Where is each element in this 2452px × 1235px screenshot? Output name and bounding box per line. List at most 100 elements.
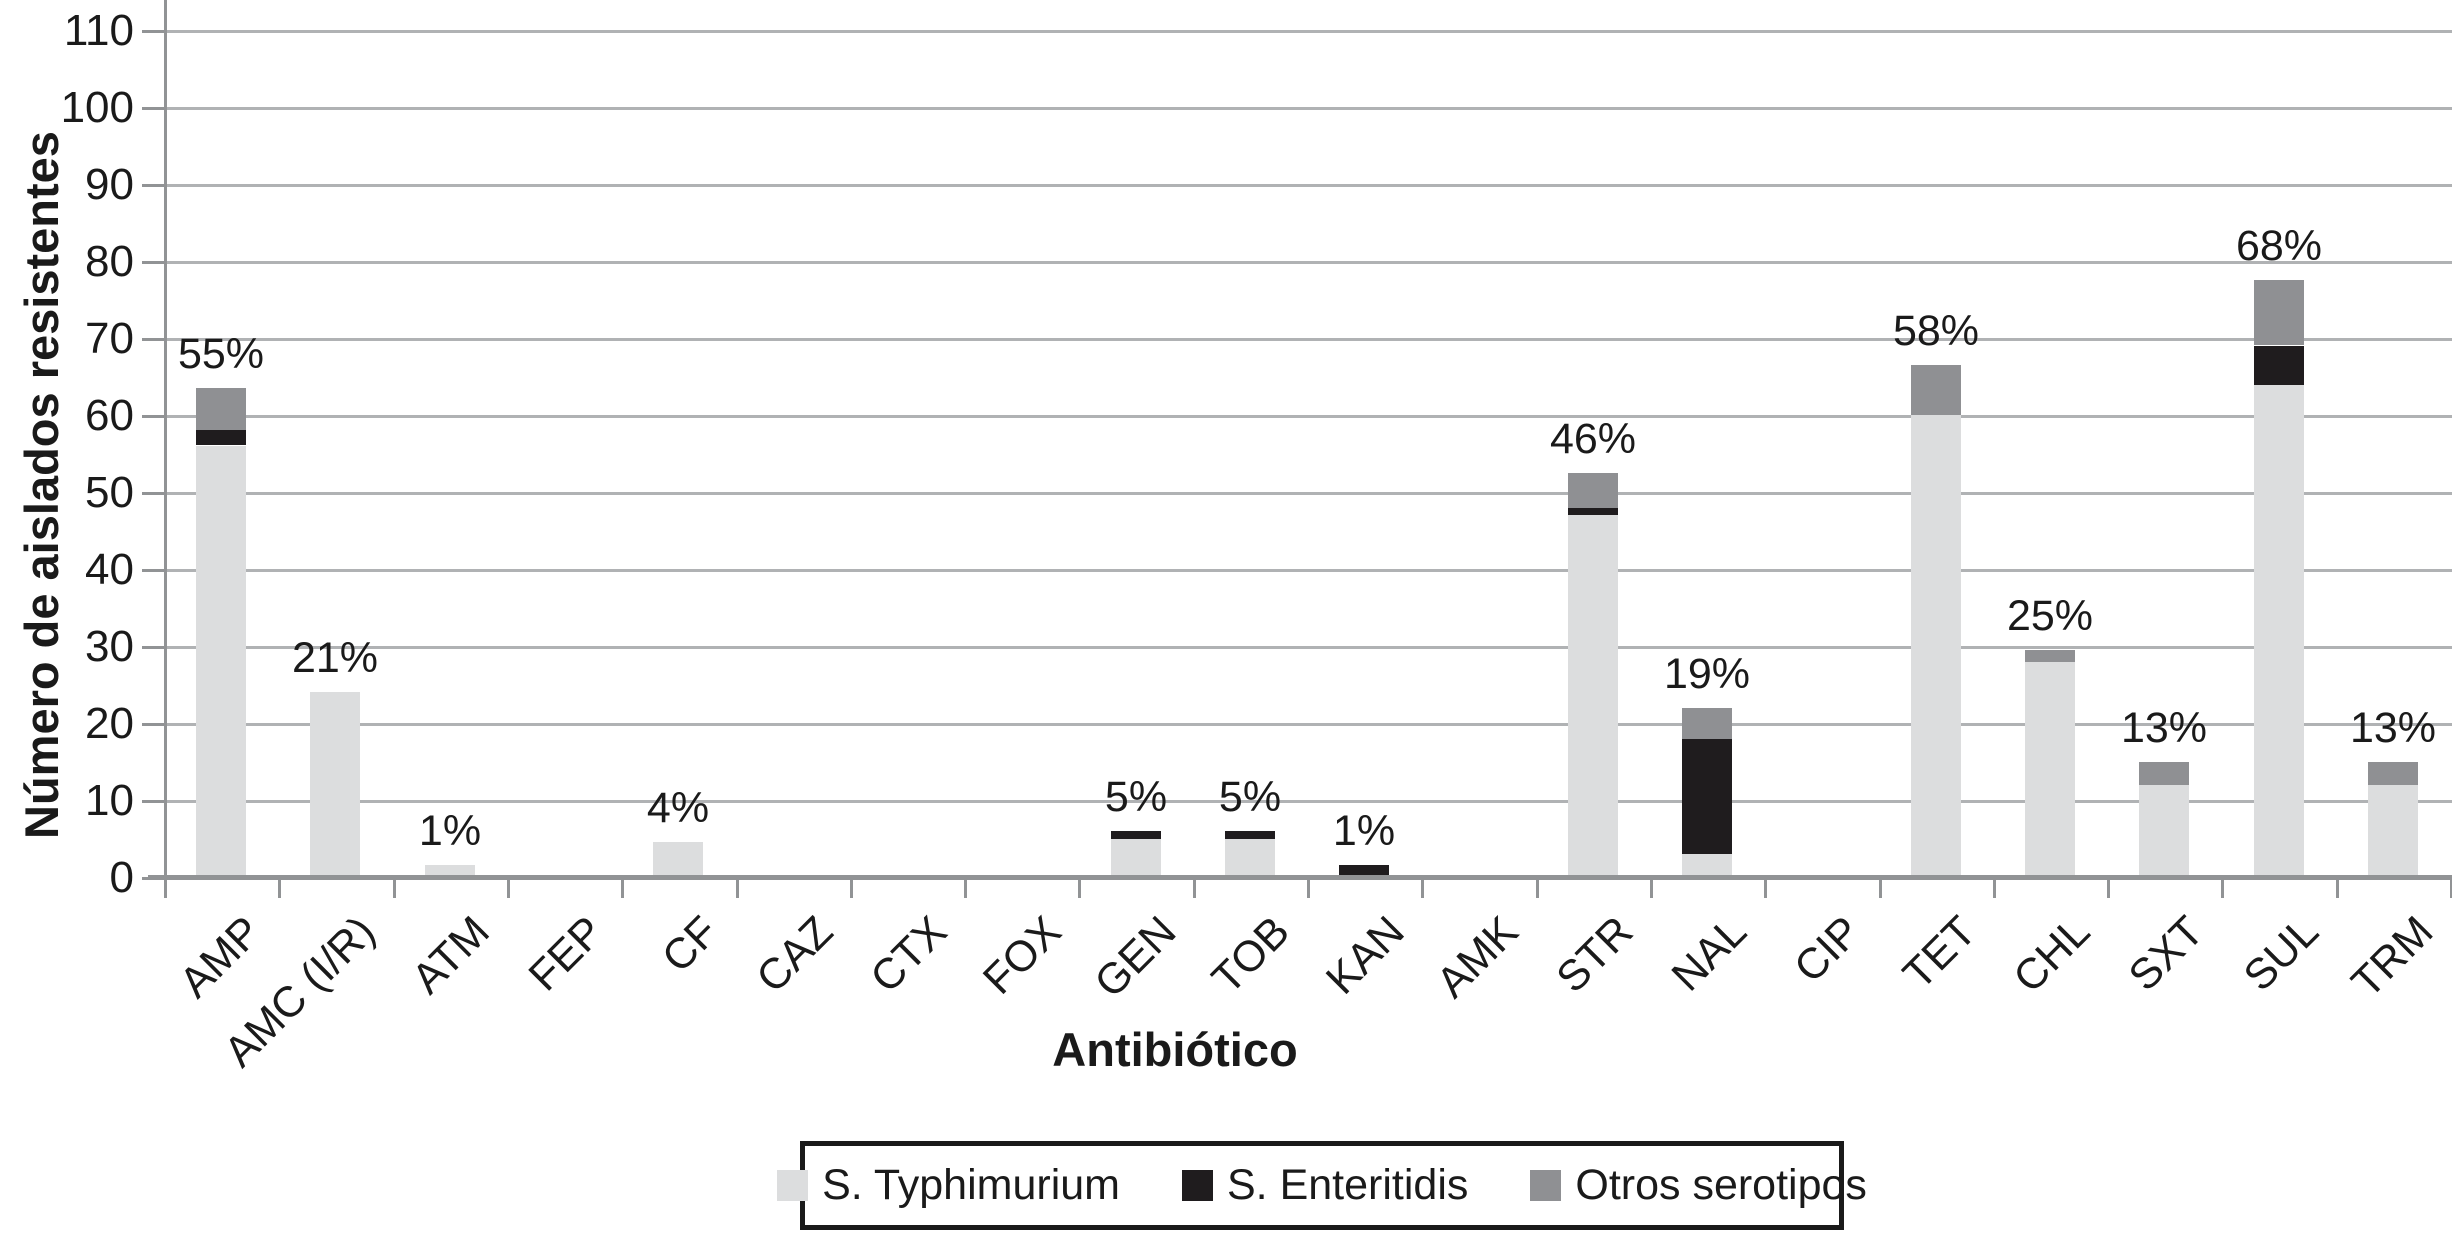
legend-item: S. Enteritidis [1182, 1161, 1468, 1210]
x-category-label: NAL [1663, 907, 1757, 1001]
y-tick-mark [142, 338, 164, 341]
gridline [164, 569, 2452, 572]
bar-value-label: 1% [418, 807, 482, 855]
bar-segment-chl [2025, 650, 2075, 662]
legend-item: Otros serotipos [1530, 1161, 1867, 1210]
y-tick-label: 70 [85, 314, 134, 363]
y-tick-label: 20 [85, 699, 134, 748]
x-category-label: FOX [973, 907, 1071, 1004]
x-tick-mark [1193, 880, 1196, 898]
bar-segment-trm [2368, 762, 2418, 785]
x-tick-mark [1993, 880, 1996, 898]
x-tick-mark [1421, 880, 1424, 898]
bar-segment-cf [653, 842, 703, 877]
y-tick-mark [142, 723, 164, 726]
bar-value-label: 5% [1104, 773, 1168, 821]
bar-value-label: 58% [1892, 307, 1980, 355]
bar-value-label: 13% [2120, 704, 2208, 752]
x-category-label: FEP [520, 907, 614, 1001]
x-category-label: AMK [1427, 907, 1528, 1008]
y-tick-label: 80 [85, 237, 134, 286]
x-tick-mark [1764, 880, 1767, 898]
x-category-label: AMP [170, 907, 271, 1008]
x-tick-mark [507, 880, 510, 898]
bar-value-label: 21% [291, 634, 379, 682]
y-tick-label: 110 [63, 6, 134, 55]
x-category-label: SXT [2120, 907, 2214, 1001]
bar-segment-sul [2254, 384, 2304, 877]
bar-value-label: 4% [646, 784, 710, 832]
bar-value-label: 55% [177, 330, 265, 378]
x-tick-mark [850, 880, 853, 898]
bar-segment-nal [1682, 738, 1732, 854]
y-tick-label: 50 [85, 468, 134, 517]
gridline [164, 492, 2452, 495]
legend-label: S. Typhimurium [822, 1161, 1120, 1209]
bar-segment-amp [196, 430, 246, 445]
y-tick-label: 60 [85, 391, 134, 440]
bar-segment-str [1568, 507, 1618, 515]
enteritidis-swatch-icon [1182, 1170, 1213, 1201]
typhimurium-swatch-icon [777, 1170, 809, 1201]
bar-segment-tet [1911, 365, 1961, 415]
x-tick-mark [2450, 880, 2452, 898]
y-tick-mark [142, 492, 164, 495]
bar-segment-sul [2254, 280, 2304, 345]
y-tick-mark [142, 877, 164, 880]
bar-segment-sul [2254, 346, 2304, 385]
x-tick-mark [164, 880, 167, 898]
bar-value-label: 1% [1332, 807, 1396, 855]
x-tick-mark [1078, 880, 1081, 898]
bar-segment-amc-i-r- [310, 692, 360, 877]
x-tick-mark [964, 880, 967, 898]
gridline [164, 415, 2452, 418]
x-tick-mark [2107, 880, 2110, 898]
otros-swatch-icon [1530, 1170, 1562, 1201]
gridline [164, 646, 2452, 649]
x-tick-mark [1536, 880, 1539, 898]
gridline [164, 723, 2452, 726]
y-tick-label: 100 [60, 83, 134, 132]
bar-value-label: 13% [2349, 704, 2437, 752]
y-tick-mark [142, 184, 164, 187]
x-category-label: TRM [2342, 907, 2443, 1008]
x-category-label: SUL [2235, 907, 2329, 1001]
y-axis-line [164, 0, 167, 879]
x-category-label: ATM [403, 907, 500, 1004]
legend-label: S. Enteritidis [1227, 1161, 1469, 1209]
legend-item: S. Typhimurium [777, 1161, 1120, 1210]
bar-segment-str [1568, 473, 1618, 508]
gridline [164, 107, 2452, 110]
bar-segment-sxt [2139, 785, 2189, 877]
bar-value-label: 46% [1549, 415, 1637, 463]
bar-value-label: 19% [1663, 650, 1751, 698]
x-tick-mark [736, 880, 739, 898]
bar-segment-trm [2368, 785, 2418, 877]
gridline [164, 30, 2452, 33]
gridline [164, 184, 2452, 187]
bar-segment-amp [196, 388, 246, 430]
x-tick-mark [1879, 880, 1882, 898]
bar-segment-nal [1682, 854, 1732, 877]
bar-segment-gen [1111, 831, 1161, 839]
x-category-label: TOB [1203, 907, 1300, 1004]
y-tick-label: 90 [85, 160, 134, 209]
x-category-label: TET [1893, 907, 1986, 999]
bar-value-label: 25% [2006, 592, 2094, 640]
gridline [164, 261, 2452, 264]
bar-segment-kan [1339, 865, 1389, 877]
bar-segment-tet [1911, 415, 1961, 877]
bar-segment-sxt [2139, 762, 2189, 785]
y-tick-label: 40 [85, 545, 134, 594]
x-category-label: CTX [861, 907, 957, 1003]
x-category-label: CHL [2004, 907, 2100, 1003]
y-tick-mark [142, 261, 164, 264]
y-tick-mark [142, 30, 164, 33]
bar-segment-tob [1225, 839, 1275, 878]
x-category-label: KAN [1316, 907, 1414, 1004]
y-tick-mark [142, 800, 164, 803]
x-tick-mark [393, 880, 396, 898]
legend: S. Typhimurium S. Enteritidis Otros sero… [777, 1141, 1867, 1230]
gridline [164, 800, 2452, 803]
